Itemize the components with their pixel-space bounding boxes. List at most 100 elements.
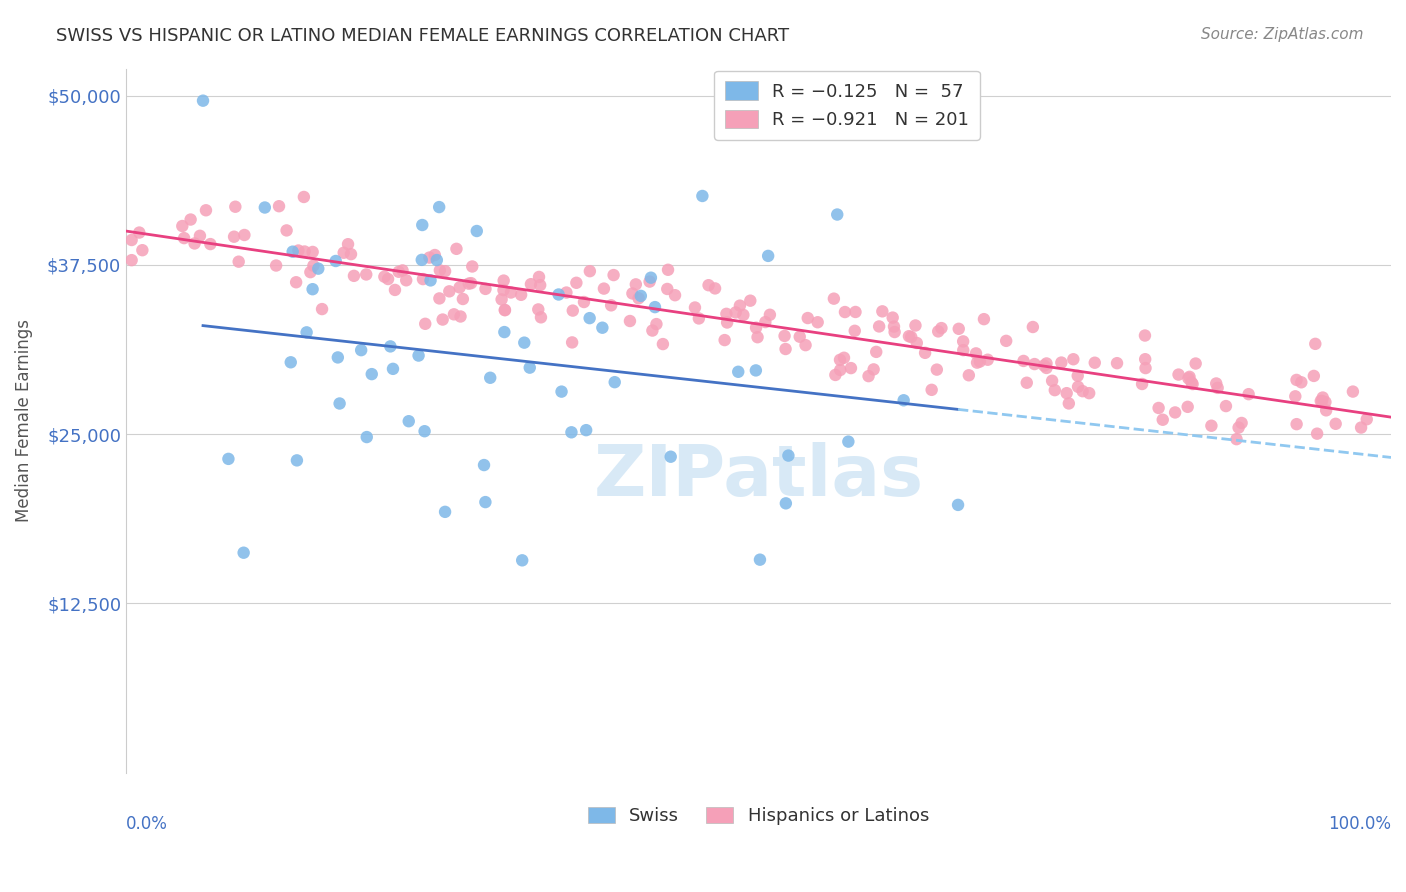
Point — [1306, 426, 1329, 441]
Point — [925, 362, 948, 376]
Point — [965, 346, 987, 360]
Point — [384, 283, 406, 297]
Point — [778, 449, 800, 463]
Point — [728, 299, 751, 313]
Point — [264, 259, 287, 273]
Point — [733, 308, 755, 322]
Point — [527, 269, 550, 284]
Point — [492, 283, 515, 297]
Point — [434, 505, 457, 519]
Point — [578, 311, 600, 326]
Point — [1181, 377, 1204, 392]
Point — [1206, 381, 1229, 395]
Point — [391, 263, 413, 277]
Point — [1177, 371, 1199, 385]
Point — [572, 295, 595, 310]
Point — [520, 277, 543, 292]
Point — [969, 354, 991, 368]
Point — [561, 335, 583, 350]
Point — [837, 434, 859, 449]
Point — [1015, 376, 1038, 390]
Point — [1205, 376, 1227, 391]
Point — [882, 310, 904, 325]
Point — [931, 321, 953, 335]
Point — [446, 242, 468, 256]
Point — [295, 326, 318, 340]
Point — [188, 228, 211, 243]
Point — [1057, 396, 1080, 410]
Point — [460, 276, 482, 290]
Point — [292, 190, 315, 204]
Point — [973, 312, 995, 326]
Point — [1022, 320, 1045, 334]
Point — [1350, 420, 1372, 434]
Point — [900, 330, 922, 344]
Point — [343, 268, 366, 283]
Point — [1225, 432, 1247, 446]
Point — [624, 277, 647, 292]
Point — [302, 259, 325, 273]
Point — [1285, 373, 1308, 387]
Point — [1355, 412, 1378, 426]
Point — [547, 287, 569, 301]
Point — [350, 343, 373, 358]
Point — [600, 298, 623, 312]
Point — [287, 244, 309, 258]
Point — [228, 254, 250, 268]
Point — [844, 305, 866, 319]
Point — [773, 329, 796, 343]
Point — [1035, 356, 1057, 370]
Point — [1152, 413, 1174, 427]
Point — [830, 363, 852, 377]
Point — [550, 384, 572, 399]
Point — [491, 293, 513, 307]
Point — [326, 351, 349, 365]
Point — [640, 270, 662, 285]
Point — [977, 352, 1000, 367]
Point — [1035, 360, 1057, 375]
Point — [645, 317, 668, 331]
Point — [657, 282, 679, 296]
Point — [664, 288, 686, 302]
Point — [862, 362, 884, 376]
Point — [828, 352, 851, 367]
Point — [697, 278, 720, 293]
Point — [307, 261, 329, 276]
Point — [1135, 361, 1157, 376]
Point — [280, 355, 302, 369]
Point — [1133, 352, 1156, 367]
Point — [451, 292, 474, 306]
Point — [194, 203, 217, 218]
Point — [1227, 420, 1250, 434]
Point — [380, 339, 402, 353]
Point — [443, 307, 465, 321]
Point — [832, 351, 855, 365]
Point — [745, 363, 768, 377]
Point — [222, 229, 245, 244]
Point — [745, 320, 768, 334]
Point — [465, 224, 488, 238]
Point — [914, 346, 936, 360]
Point — [1133, 328, 1156, 343]
Point — [418, 251, 440, 265]
Point — [644, 300, 666, 314]
Point — [434, 264, 457, 278]
Point — [131, 243, 153, 257]
Point — [692, 189, 714, 203]
Point — [427, 200, 450, 214]
Point — [868, 319, 890, 334]
Point — [1284, 389, 1306, 403]
Point — [593, 282, 616, 296]
Point — [897, 329, 920, 343]
Point — [411, 252, 433, 267]
Point — [1033, 359, 1056, 373]
Point — [865, 344, 887, 359]
Point — [1184, 357, 1206, 371]
Point — [1201, 418, 1223, 433]
Point — [683, 301, 706, 315]
Point — [1312, 391, 1334, 405]
Point — [354, 268, 377, 282]
Point — [561, 303, 583, 318]
Point — [1291, 376, 1313, 390]
Point — [579, 264, 602, 278]
